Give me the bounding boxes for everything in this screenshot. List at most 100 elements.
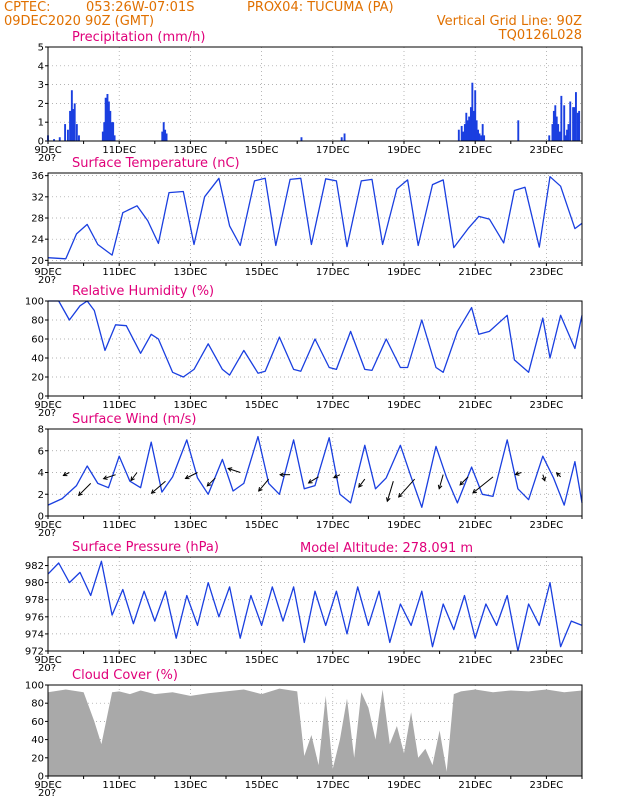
wind-arrow-head xyxy=(358,483,363,488)
wind-arrow xyxy=(472,476,494,494)
x-tick-label: 23DEC xyxy=(530,655,564,666)
precip-bar xyxy=(558,131,561,141)
humidity-title: Relative Humidity (%) xyxy=(72,284,214,299)
x-tick-label: 11DEC xyxy=(102,267,136,278)
precip-bar xyxy=(483,135,486,141)
y-tick-label: 20 xyxy=(31,256,44,267)
precip-bar xyxy=(554,105,557,141)
cloud-title: Cloud Cover (%) xyxy=(72,668,178,683)
x-tick-label: 17DEC xyxy=(316,145,350,156)
x-tick-label: 9DEC xyxy=(34,267,61,278)
precip-bar xyxy=(107,101,110,141)
precip-bar xyxy=(75,124,78,141)
pressure-line xyxy=(47,560,583,652)
x-year-label: 20? xyxy=(38,528,56,539)
x-tick-label: 19DEC xyxy=(387,520,421,531)
precip-bar xyxy=(161,131,164,141)
y-tick-label: 1 xyxy=(38,118,44,129)
x-tick-label: 11DEC xyxy=(102,655,136,666)
precip-bar xyxy=(472,110,475,141)
wind-arrow xyxy=(438,474,444,489)
wind-arrow xyxy=(358,478,366,488)
x-tick-label: 13DEC xyxy=(174,145,208,156)
x-tick-label: 17DEC xyxy=(316,520,350,531)
x-tick-label: 19DEC xyxy=(387,655,421,666)
precip-bar xyxy=(465,112,468,141)
wind-arrow-head xyxy=(227,467,233,472)
precipitation-frame xyxy=(47,46,583,142)
wind-arrow-head xyxy=(332,474,338,479)
precip-bar xyxy=(457,129,460,141)
wind-arrow-head xyxy=(184,474,190,480)
x-tick-label: 9DEC xyxy=(34,145,61,156)
pressure-title: Surface Pressure (hPa) xyxy=(72,540,219,555)
wind-panel: Surface Wind (m/s) 0 2 4 6 8 9DEC 11DEC 13DEC 15D… xyxy=(34,412,583,539)
temperature-title: Surface Temperature (nC) xyxy=(72,156,240,171)
precip-bar xyxy=(69,110,72,141)
precip-bar xyxy=(564,135,567,141)
wind-arrow-head xyxy=(437,484,443,490)
y-tick-label: 4 xyxy=(38,61,44,72)
y-tick-label: 40 xyxy=(31,354,44,365)
precip-bar xyxy=(78,135,80,141)
wind-arrow xyxy=(103,474,116,480)
precip-bar xyxy=(466,120,469,141)
y-tick-label: 32 xyxy=(31,192,44,203)
precip-bar xyxy=(474,90,477,141)
cloud-panel: Cloud Cover (%) 0 20 40 60 80 100 9DEC 11DEC 13DE… xyxy=(25,668,583,799)
x-tick-label: 23DEC xyxy=(530,145,564,156)
precip-bar xyxy=(58,137,61,141)
x-tick-label: 13DEC xyxy=(174,520,208,531)
precip-bar xyxy=(66,129,69,141)
precip-bar xyxy=(573,107,576,141)
precipitation-title: Precipitation (mm/h) xyxy=(72,30,205,45)
precip-bar xyxy=(112,122,115,141)
wind-arrow-head xyxy=(307,479,313,484)
wind-arrow-head xyxy=(279,472,284,478)
precip-bar xyxy=(477,129,479,141)
x-tick-label: 11DEC xyxy=(102,520,136,531)
y-tick-label: 80 xyxy=(31,699,44,710)
precip-bar xyxy=(340,137,343,141)
y-tick-label: 40 xyxy=(31,735,44,746)
y-tick-label: 24 xyxy=(31,235,44,246)
wind-arrow-head xyxy=(258,486,263,492)
x-tick-label: 21DEC xyxy=(458,520,492,531)
humidity-line xyxy=(48,300,583,378)
x-tick-label: 17DEC xyxy=(316,655,350,666)
x-tick-label: 23DEC xyxy=(530,780,564,791)
precip-bar xyxy=(343,133,346,141)
x-tick-label: 23DEC xyxy=(530,400,564,411)
precip-bar xyxy=(103,122,106,141)
y-tick-label: 3 xyxy=(38,80,44,91)
precip-bar xyxy=(569,101,572,141)
precip-bar xyxy=(548,135,551,141)
wind-arrow xyxy=(398,478,416,498)
x-tick-label: 11DEC xyxy=(102,400,136,411)
x-tick-label: 15DEC xyxy=(245,145,279,156)
temperature-line xyxy=(47,176,583,260)
wind-arrow-head xyxy=(77,491,83,497)
y-tick-label: 0 xyxy=(38,392,44,403)
y-tick-label: 972 xyxy=(25,647,44,658)
y-tick-label: 28 xyxy=(31,214,44,225)
wind-arrow xyxy=(185,472,198,479)
y-tick-label: 20 xyxy=(31,373,44,384)
x-tick-label: 19DEC xyxy=(387,267,421,278)
precip-bar xyxy=(53,139,56,141)
wind-arrow-head xyxy=(206,481,212,487)
x-tick-label: 13DEC xyxy=(174,655,208,666)
x-tick-label: 21DEC xyxy=(458,400,492,411)
temperature-panel: Surface Temperature (nC) 20 24 28 32 36 9DEC 11… xyxy=(31,156,583,286)
precip-bar xyxy=(72,109,75,141)
y-tick-label: 2 xyxy=(38,99,44,110)
y-tick-label: 36 xyxy=(31,171,44,182)
precip-bar xyxy=(481,124,484,141)
x-tick-label: 19DEC xyxy=(387,145,421,156)
precip-bar xyxy=(480,135,483,141)
x-tick-label: 9DEC xyxy=(34,400,61,411)
x-tick-label: 13DEC xyxy=(174,780,208,791)
precip-bar xyxy=(572,107,575,141)
precipitation-panel: Precipitation (mm/h) 0 1 2 3 4 5 9DEC 11DEC 13DEC… xyxy=(34,30,583,164)
y-tick-label: 80 xyxy=(31,316,44,327)
